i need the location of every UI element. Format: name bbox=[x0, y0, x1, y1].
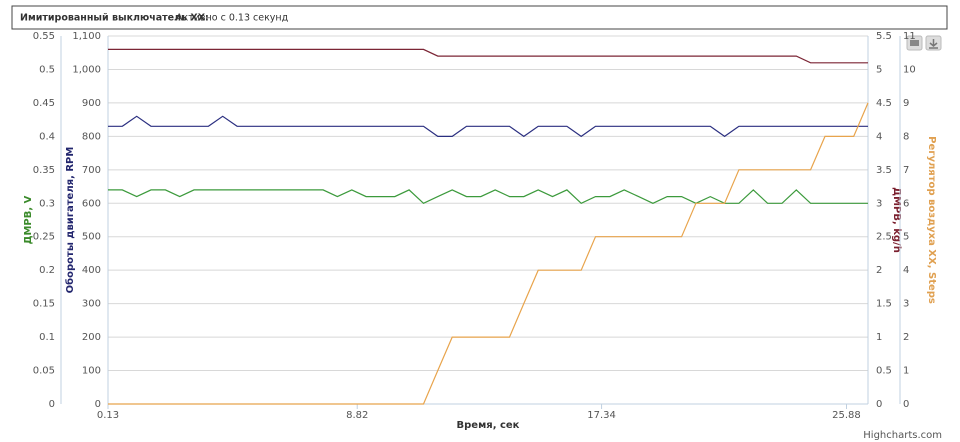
axis-title: Обороты двигателя, RPM bbox=[64, 147, 76, 294]
y-tick-label: 6 bbox=[903, 198, 909, 209]
y-tick-label: 400 bbox=[82, 265, 101, 276]
y-tick-label: 0 bbox=[903, 399, 909, 410]
y-tick-label: 300 bbox=[82, 299, 101, 310]
y-tick-label: 0.55 bbox=[33, 31, 55, 42]
y-tick-label: 1,000 bbox=[72, 64, 101, 75]
y-tick-label: 10 bbox=[903, 64, 916, 75]
y-tick-label: 0.15 bbox=[33, 299, 55, 310]
y-tick-label: 700 bbox=[82, 165, 101, 176]
x-axis-title: Время, сек bbox=[457, 420, 520, 431]
series-line bbox=[108, 102, 869, 405]
series-line bbox=[108, 189, 868, 205]
y-tick-label: 0.5 bbox=[876, 366, 892, 377]
y-tick-label: 600 bbox=[82, 198, 101, 209]
y-tick-label: 2.5 bbox=[876, 232, 892, 243]
y-tick-label: 0 bbox=[95, 399, 101, 410]
axis-title: ДМРВ, kg/h bbox=[891, 187, 902, 253]
y-tick-label: 4 bbox=[903, 265, 909, 276]
y-tick-label: 1,100 bbox=[72, 31, 101, 42]
y-tick-label: 2 bbox=[903, 332, 909, 343]
y-tick-label: 0.25 bbox=[33, 232, 55, 243]
y-tick-label: 0.4 bbox=[39, 131, 55, 142]
x-tick-label: 8.82 bbox=[346, 410, 368, 421]
y-tick-label: 3.5 bbox=[876, 165, 892, 176]
export-buttons[interactable] bbox=[906, 35, 942, 51]
y-tick-label: 800 bbox=[82, 131, 101, 142]
y-tick-label: 0.3 bbox=[39, 198, 55, 209]
y-tick-label: 500 bbox=[82, 232, 101, 243]
y-tick-label: 5.5 bbox=[876, 31, 892, 42]
axis-title: ДМРВ, V bbox=[23, 195, 34, 244]
x-tick-label: 0.13 bbox=[97, 410, 119, 421]
y-tick-label: 4.5 bbox=[876, 98, 892, 109]
y-tick-label: 1 bbox=[876, 332, 882, 343]
series-line bbox=[108, 115, 868, 138]
header-value: Активно с 0.13 секунд bbox=[176, 13, 289, 24]
y-tick-label: 4 bbox=[876, 131, 882, 142]
y-tick-label: 8 bbox=[903, 131, 909, 142]
y-tick-label: 0.35 bbox=[33, 165, 55, 176]
y-tick-label: 0 bbox=[49, 399, 55, 410]
y-tick-label: 1.5 bbox=[876, 299, 892, 310]
header-label: Имитированный выключатель XX: bbox=[20, 13, 209, 24]
header-box bbox=[11, 5, 948, 30]
x-tick-label: 17.34 bbox=[587, 410, 616, 421]
y-tick-label: 9 bbox=[903, 98, 909, 109]
y-tick-label: 0 bbox=[876, 399, 882, 410]
export-icon bbox=[929, 39, 938, 49]
y-tick-label: 100 bbox=[82, 366, 101, 377]
credits[interactable]: Highcharts.com bbox=[863, 430, 942, 441]
x-tick-label: 25.88 bbox=[832, 410, 861, 421]
y-tick-label: 5 bbox=[903, 232, 909, 243]
y-tick-label: 900 bbox=[82, 98, 101, 109]
y-tick-label: 0.05 bbox=[33, 366, 55, 377]
y-tick-label: 0.45 bbox=[33, 98, 55, 109]
print-icon bbox=[910, 40, 919, 46]
y-tick-label: 1 bbox=[903, 366, 909, 377]
y-tick-label: 5 bbox=[876, 64, 882, 75]
y-tick-label: 200 bbox=[82, 332, 101, 343]
y-tick-label: 0.5 bbox=[39, 64, 55, 75]
y-tick-label: 3 bbox=[876, 198, 882, 209]
y-tick-label: 0.1 bbox=[39, 332, 55, 343]
y-tick-label: 0.2 bbox=[39, 265, 55, 276]
y-tick-label: 2 bbox=[876, 265, 882, 276]
series-line bbox=[108, 48, 868, 64]
y-tick-label: 11 bbox=[903, 31, 916, 42]
y-tick-label: 3 bbox=[903, 299, 909, 310]
axis-title: Регулятор воздуха ХХ, Steps bbox=[926, 136, 937, 304]
y-tick-label: 7 bbox=[903, 165, 909, 176]
